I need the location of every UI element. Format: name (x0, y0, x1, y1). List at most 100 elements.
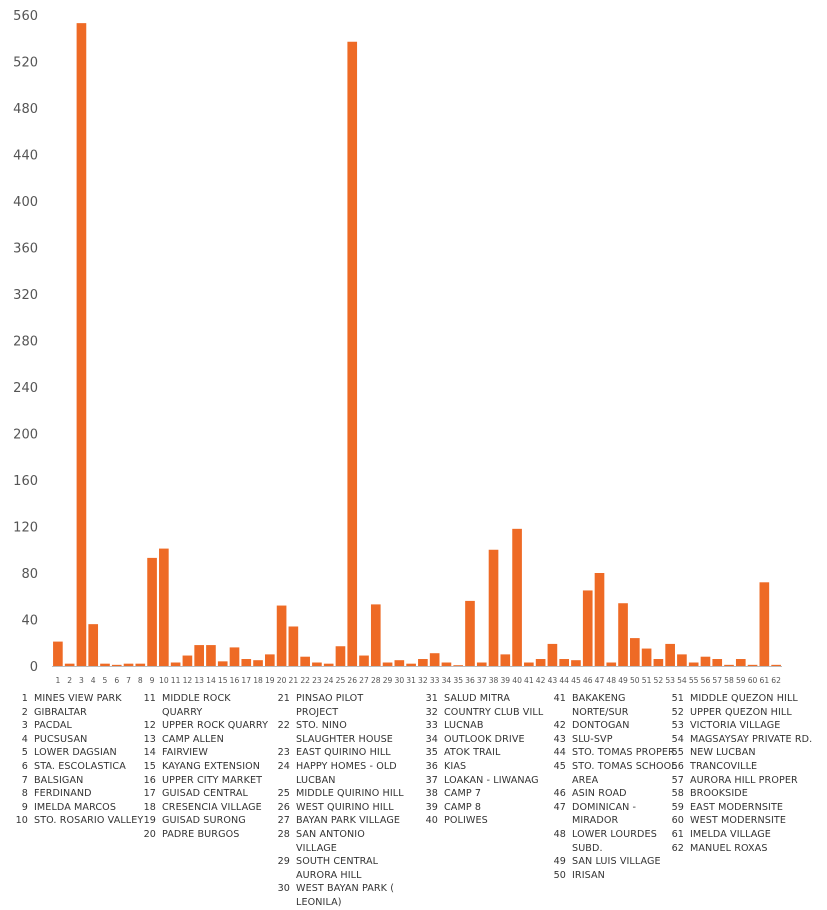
bar (253, 660, 263, 666)
x-tick-label: 44 (559, 676, 569, 685)
legend-number: 41 (553, 693, 566, 704)
legend-number: 1 (21, 693, 28, 704)
legend-number: 12 (143, 720, 156, 732)
x-tick-label: 47 (595, 676, 605, 685)
legend-item: 35 ATOK TRAIL (420, 746, 570, 760)
bar (76, 23, 87, 666)
x-tick-label: 33 (430, 676, 440, 685)
legend-label: STO. TOMAS SCHOOL AREA (572, 760, 677, 786)
bar (677, 654, 687, 667)
x-tick-label: 9 (150, 676, 155, 685)
y-tick-label: 120 (13, 521, 38, 536)
bar (641, 648, 652, 666)
bar (229, 647, 240, 666)
legend-number: 5 (21, 747, 28, 759)
bar (170, 662, 181, 666)
x-tick-label: 8 (138, 676, 143, 685)
bar (606, 662, 617, 666)
legend-item: 9 IMELDA MARCOS (10, 801, 158, 815)
legend-label: HAPPY HOMES - OLD LUCBAN (296, 760, 397, 786)
legend-column-4: 31 SALUD MITRA 32 COUNTRY CLUB VILL 33 LUCNAB… (420, 692, 570, 828)
legend-item: 36 KIAS (420, 760, 570, 774)
legend-number: 14 (143, 747, 156, 759)
x-tick-label: 20 (277, 676, 287, 685)
x-tick-label: 23 (312, 676, 322, 685)
bar (465, 600, 475, 666)
x-tick-label: 19 (265, 676, 275, 685)
x-tick-label: 35 (453, 676, 463, 685)
legend-number: 58 (671, 788, 684, 800)
legend-number: 56 (671, 760, 684, 772)
legend-label: EAST QUIRINO HILL (296, 747, 391, 759)
bar (653, 659, 664, 666)
legend-item: 13 CAMP ALLEN (138, 733, 288, 747)
x-tick-label: 25 (336, 676, 346, 685)
y-tick-label: 80 (21, 567, 38, 582)
x-tick-label: 28 (371, 676, 381, 685)
x-tick-label: 40 (512, 676, 522, 685)
legend-label: SAN ANTONIO VILLAGE (296, 828, 365, 854)
x-tick-label: 14 (206, 676, 216, 685)
bar (265, 654, 275, 667)
bar-chart: 0408012016020024028032036040044048052056… (13, 9, 782, 685)
legend-number: 17 (143, 788, 156, 800)
legend-number: 53 (671, 720, 684, 732)
legend-item: 29 SOUTH CENTRAL AURORA HILL (272, 855, 437, 882)
legend-item: 33 LUCNAB (420, 719, 570, 733)
legend-number: 6 (21, 760, 28, 772)
legend-item: 50 IRISAN (548, 869, 688, 883)
legend-item: 24 HAPPY HOMES - OLD LUCBAN (272, 760, 437, 787)
legend-number: 3 (21, 720, 28, 732)
bars (53, 23, 781, 667)
legend-label: OUTLOOK DRIVE (444, 733, 525, 745)
x-tick-label: 34 (442, 676, 452, 685)
legend-number: 30 (277, 883, 290, 895)
legend-item: 34 OUTLOOK DRIVE (420, 733, 570, 747)
x-tick-label: 42 (536, 676, 546, 685)
legend-item: 53 VICTORIA VILLAGE (666, 719, 826, 733)
legend-label: PUCSUSAN (34, 733, 88, 745)
x-tick-label: 7 (126, 676, 131, 685)
bar (64, 663, 75, 666)
legend-number: 16 (143, 774, 156, 786)
legend-item: 17 GUISAD CENTRAL (138, 787, 288, 801)
y-tick-label: 320 (13, 288, 38, 303)
legend-number: 46 (553, 788, 566, 800)
legend-column-2: 11 MIDDLE ROCK QUARRY 12 UPPER ROCK QUARRY 1… (138, 692, 288, 842)
x-tick-label: 2 (67, 676, 72, 685)
legend-label: WEST QUIRINO HILL (296, 801, 394, 813)
legend-item: 48 LOWER LOURDES SUBD. (548, 828, 688, 855)
y-tick-label: 240 (13, 381, 38, 396)
legend-number: 27 (277, 815, 290, 827)
bar (582, 590, 593, 666)
x-tick-label: 12 (183, 676, 193, 685)
bar (547, 643, 558, 666)
legend-number: 11 (143, 693, 156, 704)
legend-column-1: 1 MINES VIEW PARK 2 GIBRALTAR 3 PACDAL 4 PUCSUS… (10, 692, 158, 828)
legend-item: 44 STO. TOMAS PROPER (548, 746, 688, 760)
x-tick-label: 1 (55, 676, 60, 685)
legend-number: 2 (21, 706, 28, 718)
legend-item: 58 BROOKSIDE (666, 787, 826, 801)
x-tick-label: 3 (79, 676, 84, 685)
legend-label: WEST BAYAN PARK ( LEONILA) (296, 883, 395, 908)
bar (276, 605, 287, 666)
legend-label: SOUTH CENTRAL AURORA HILL (296, 856, 379, 881)
bar (418, 659, 428, 666)
legend-item: 5 LOWER DAGSIAN (10, 746, 158, 760)
bar (429, 653, 440, 666)
x-tick-label: 5 (103, 676, 108, 685)
legend-item: 25 MIDDLE QUIRINO HILL (272, 787, 437, 801)
bar (559, 659, 569, 666)
legend-item: 54 MAGSAYSAY PRIVATE RD. (666, 733, 826, 747)
x-tick-label: 41 (524, 676, 534, 685)
legend-item: 27 BAYAN PARK VILLAGE (272, 814, 437, 828)
legend-item: 14 FAIRVIEW (138, 746, 288, 760)
legend-label: MIDDLE QUEZON HILL (690, 693, 798, 704)
x-tick-label: 16 (230, 676, 240, 685)
legend-label: CAMP 8 (444, 801, 482, 813)
legend-number: 23 (277, 747, 290, 759)
legend-item: 16 UPPER CITY MARKET (138, 774, 288, 788)
bar (747, 664, 758, 666)
legend-item: 19 GUISAD SURONG (138, 814, 288, 828)
